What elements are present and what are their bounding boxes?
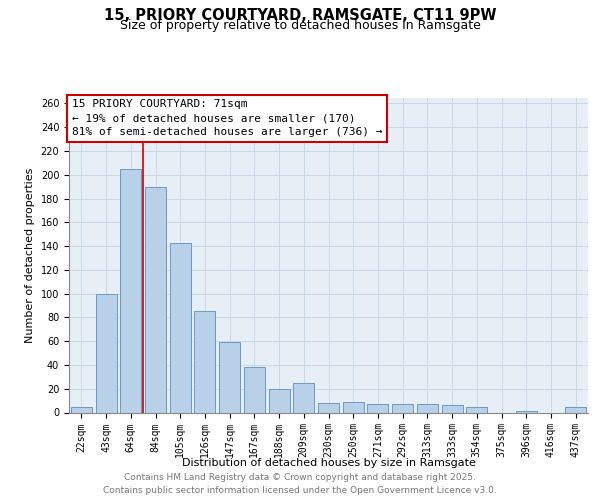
Bar [145, 186, 166, 412]
Bar [466, 406, 487, 412]
Bar [71, 406, 92, 412]
Bar [120, 169, 141, 412]
Bar [244, 368, 265, 412]
Bar [95, 294, 116, 412]
Bar [293, 383, 314, 412]
Bar [318, 403, 339, 412]
Bar [392, 404, 413, 412]
Text: Distribution of detached houses by size in Ramsgate: Distribution of detached houses by size … [182, 458, 476, 468]
Bar [194, 312, 215, 412]
Bar [219, 342, 240, 412]
Bar [442, 406, 463, 412]
Bar [367, 404, 388, 412]
Bar [343, 402, 364, 412]
Bar [417, 404, 438, 412]
Bar [170, 242, 191, 412]
Text: Size of property relative to detached houses in Ramsgate: Size of property relative to detached ho… [119, 19, 481, 32]
Y-axis label: Number of detached properties: Number of detached properties [25, 168, 35, 342]
Text: 15 PRIORY COURTYARD: 71sqm
← 19% of detached houses are smaller (170)
81% of sem: 15 PRIORY COURTYARD: 71sqm ← 19% of deta… [71, 99, 382, 137]
Bar [565, 406, 586, 412]
Bar [269, 388, 290, 412]
Text: Contains HM Land Registry data © Crown copyright and database right 2025.
Contai: Contains HM Land Registry data © Crown c… [103, 474, 497, 495]
Text: 15, PRIORY COURTYARD, RAMSGATE, CT11 9PW: 15, PRIORY COURTYARD, RAMSGATE, CT11 9PW [104, 8, 496, 22]
